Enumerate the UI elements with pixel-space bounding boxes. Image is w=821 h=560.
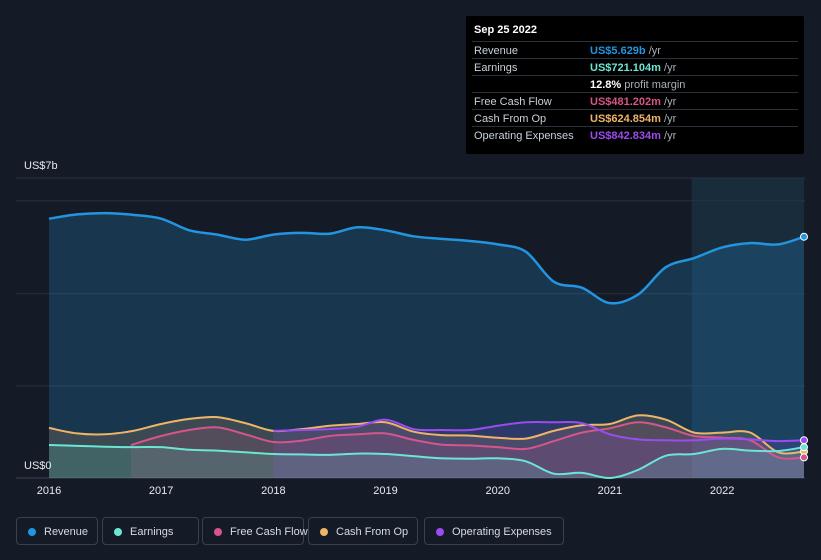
x-tick-label: 2022 xyxy=(709,485,735,497)
operating-expenses-line xyxy=(273,418,805,443)
grid-lines xyxy=(16,177,805,479)
legend-color-dot xyxy=(320,528,328,536)
legend-color-dot xyxy=(436,528,444,536)
cash-from-op-area xyxy=(49,415,804,478)
series-lines xyxy=(48,211,805,480)
series-end-markers xyxy=(800,232,808,462)
earnings-end-point[interactable] xyxy=(800,443,808,452)
forecast-highlight-region xyxy=(691,178,804,478)
x-tick-label: 2016 xyxy=(36,485,62,497)
x-tick-label: 2021 xyxy=(597,485,623,497)
series-areas xyxy=(49,213,804,479)
tooltip-row-value: US$624.854m /yr xyxy=(590,113,677,125)
earnings-line xyxy=(48,444,805,480)
tooltip-row-value: US$5.629b /yr xyxy=(590,45,661,57)
tooltip-row: Cash From Op US$624.854m /yr xyxy=(472,109,798,127)
legend-item-free-cash-flow[interactable]: Free Cash Flow xyxy=(202,517,308,545)
x-tick-label: 2017 xyxy=(148,485,174,497)
tooltip-row-label: Operating Expenses xyxy=(474,130,574,142)
x-tick-label: 2019 xyxy=(373,485,398,497)
tooltip-row-label: Cash From Op xyxy=(474,113,547,125)
revenue-area xyxy=(49,213,804,478)
tooltip-row-unit: profit margin xyxy=(621,79,686,91)
tooltip-row-unit: /yr xyxy=(660,96,677,108)
tooltip-row: 12.8% profit margin xyxy=(472,75,798,93)
legend-label: Cash From Op xyxy=(336,526,409,538)
tooltip-row: Operating Expenses US$842.834m /yr xyxy=(472,126,798,144)
tooltip-row-unit: /yr xyxy=(645,45,661,57)
free-cash-flow-area xyxy=(130,422,804,478)
tooltip-row: Free Cash Flow US$481.202m /yr xyxy=(472,92,798,110)
legend-item-earnings[interactable]: Earnings xyxy=(102,517,199,545)
operating-expenses-area xyxy=(273,419,804,478)
tooltip-row: Revenue US$5.629b /yr xyxy=(472,41,798,59)
tooltip-row: Earnings US$721.104m /yr xyxy=(472,58,798,76)
tooltip-row-unit: /yr xyxy=(660,62,677,74)
x-tick-label: 2018 xyxy=(261,485,286,497)
legend-color-dot xyxy=(114,528,122,536)
free-cash-flow-line xyxy=(130,421,805,460)
free-cash-flow-end-point[interactable] xyxy=(800,453,808,462)
legend-color-dot xyxy=(28,528,36,536)
y-axis-bottom-label: US$0 xyxy=(24,460,52,472)
tooltip-row-unit: /yr xyxy=(660,113,677,125)
tooltip-row-value: 12.8% profit margin xyxy=(590,79,686,91)
tooltip-row-value: US$842.834m /yr xyxy=(590,130,677,142)
tooltip-date: Sep 25 2022 xyxy=(474,24,537,36)
legend-item-operating-expenses[interactable]: Operating Expenses xyxy=(424,517,564,545)
legend-label: Earnings xyxy=(130,526,174,538)
x-tick-label: 2020 xyxy=(485,485,510,497)
revenue-line xyxy=(48,211,805,305)
tooltip-row-value: US$721.104m /yr xyxy=(590,62,677,74)
legend-item-revenue[interactable]: Revenue xyxy=(16,517,98,545)
tooltip-row-label: Free Cash Flow xyxy=(474,96,552,108)
tooltip-row-label: Earnings xyxy=(474,62,518,74)
legend-label: Revenue xyxy=(44,526,89,538)
legend-label: Operating Expenses xyxy=(452,526,552,538)
legend-item-cash-from-op[interactable]: Cash From Op xyxy=(308,517,418,545)
legend-label: Free Cash Flow xyxy=(230,526,308,538)
y-axis-top-label: US$7b xyxy=(24,160,58,172)
legend-color-dot xyxy=(214,528,222,536)
tooltip-row-label: Revenue xyxy=(474,45,519,57)
data-tooltip: Sep 25 2022 Revenue US$5.629b /yr Earnings… xyxy=(466,16,804,154)
tooltip-row-unit: /yr xyxy=(660,130,677,142)
cash-from-op-line xyxy=(48,414,805,455)
tooltip-row-value: US$481.202m /yr xyxy=(590,96,677,108)
revenue-end-point[interactable] xyxy=(800,232,808,241)
operating-expenses-end-point[interactable] xyxy=(800,436,808,445)
earnings-area xyxy=(49,445,804,479)
